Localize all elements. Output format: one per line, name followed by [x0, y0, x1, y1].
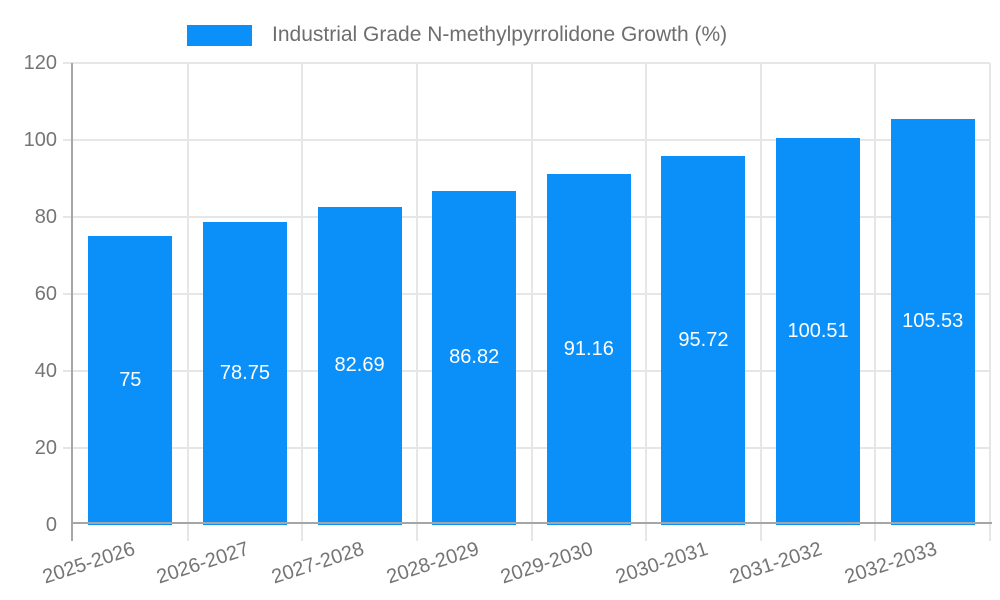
- y-axis-tick-label: 120: [23, 52, 57, 74]
- y-gridline: [63, 216, 990, 218]
- plot-area: 75 78.75 82.69 86.82 91.16 95.72 100.51 105.53: [63, 62, 992, 541]
- x-axis-line: [71, 522, 992, 524]
- bar-2032-2033[interactable]: 105.53: [890, 118, 975, 525]
- bar-value-label: 95.72: [678, 329, 729, 352]
- x-gridline: [989, 63, 991, 541]
- bar-value-label: 78.75: [219, 361, 270, 384]
- x-axis-tick-label: 2029-2030: [498, 537, 596, 589]
- x-axis-tick-label: 2025-2026: [39, 537, 138, 589]
- bar-value-label: 86.82: [449, 346, 500, 369]
- bar-2029-2030[interactable]: 91.16: [546, 174, 631, 525]
- x-gridline: [301, 63, 304, 541]
- x-axis-tick-label: 2031-2032: [727, 537, 826, 589]
- x-axis-tick-label: 2028-2029: [383, 537, 482, 589]
- y-axis-tick-label: 60: [34, 283, 57, 305]
- y-axis-line: [71, 63, 73, 541]
- y-gridline: [63, 370, 990, 372]
- y-gridline: [63, 62, 990, 64]
- y-axis-tick-label: 0: [45, 514, 57, 536]
- y-axis-tick-label: 100: [23, 129, 57, 151]
- bar-value-label: 105.53: [902, 310, 964, 333]
- y-axis-tick-label: 20: [34, 437, 57, 459]
- chart-legend[interactable]: Industrial Grade N-methylpyrrolidone Gro…: [187, 22, 727, 48]
- bar-value-label: 100.51: [787, 320, 849, 342]
- x-axis-tick-label: 2027-2028: [268, 537, 367, 589]
- y-gridline: [63, 293, 990, 295]
- x-gridline: [645, 63, 648, 541]
- y-axis-tick-label: 40: [34, 360, 57, 382]
- bar-2025-2026[interactable]: 75: [88, 236, 173, 525]
- y-axis-tick-label: 80: [34, 206, 57, 228]
- bar-value-label: 75: [119, 369, 142, 392]
- x-gridline: [874, 63, 877, 541]
- x-gridline: [759, 63, 762, 541]
- bar-2031-2032[interactable]: 100.51: [776, 138, 861, 525]
- x-axis-tick-label: 2026-2027: [154, 537, 253, 589]
- legend-label: Industrial Grade N-methylpyrrolidone Gro…: [272, 23, 728, 46]
- y-gridline: [63, 447, 990, 449]
- x-gridline: [186, 63, 189, 541]
- bar-2026-2027[interactable]: 78.75: [202, 221, 287, 525]
- x-axis-tick-label: 2032-2033: [842, 537, 940, 589]
- bar-2030-2031[interactable]: 95.72: [661, 156, 746, 525]
- bar-2028-2029[interactable]: 86.82: [432, 190, 517, 525]
- bar-value-label: 91.16: [563, 338, 614, 360]
- y-gridline: [63, 139, 990, 141]
- x-gridline: [415, 63, 418, 541]
- bar-value-label: 82.69: [334, 354, 385, 377]
- x-axis-tick-label: 2030-2031: [612, 537, 711, 589]
- x-gridline: [530, 63, 533, 541]
- bar-2027-2028[interactable]: 82.69: [317, 206, 402, 525]
- legend-swatch-icon: [187, 24, 252, 46]
